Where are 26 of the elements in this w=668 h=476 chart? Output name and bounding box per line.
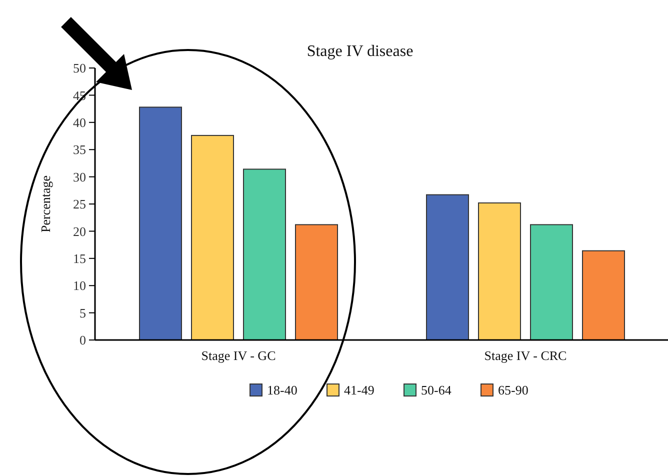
legend-label: 50-64 <box>421 382 452 398</box>
legend-label: 18-40 <box>267 382 298 398</box>
bar <box>530 224 573 340</box>
legend-label: 41-49 <box>344 382 374 398</box>
bar <box>478 202 521 340</box>
y-tick-label: 30 <box>73 169 86 184</box>
y-tick-label: 35 <box>73 142 86 158</box>
bar <box>426 194 469 340</box>
y-tick-label: 0 <box>80 332 86 348</box>
y-tick-label: 10 <box>73 278 86 294</box>
x-tick-label: Stage IV - CRC <box>484 348 567 363</box>
y-tick-label: 5 <box>80 305 86 320</box>
bar <box>582 250 625 340</box>
y-tick-label: 15 <box>73 250 86 266</box>
legend-label: 65-90 <box>498 382 528 398</box>
bar <box>191 134 234 340</box>
bar <box>295 224 338 340</box>
x-tick-label: Stage IV - GC <box>201 348 276 363</box>
y-tick-label: 25 <box>73 196 86 212</box>
chart-title: Stage IV disease <box>306 43 414 60</box>
y-tick-label: 40 <box>73 114 86 130</box>
bar <box>243 168 286 340</box>
bar <box>139 106 182 340</box>
y-axis-title: Percentage <box>38 175 53 233</box>
y-tick-label: 50 <box>73 60 86 76</box>
y-tick-label: 20 <box>73 224 86 239</box>
